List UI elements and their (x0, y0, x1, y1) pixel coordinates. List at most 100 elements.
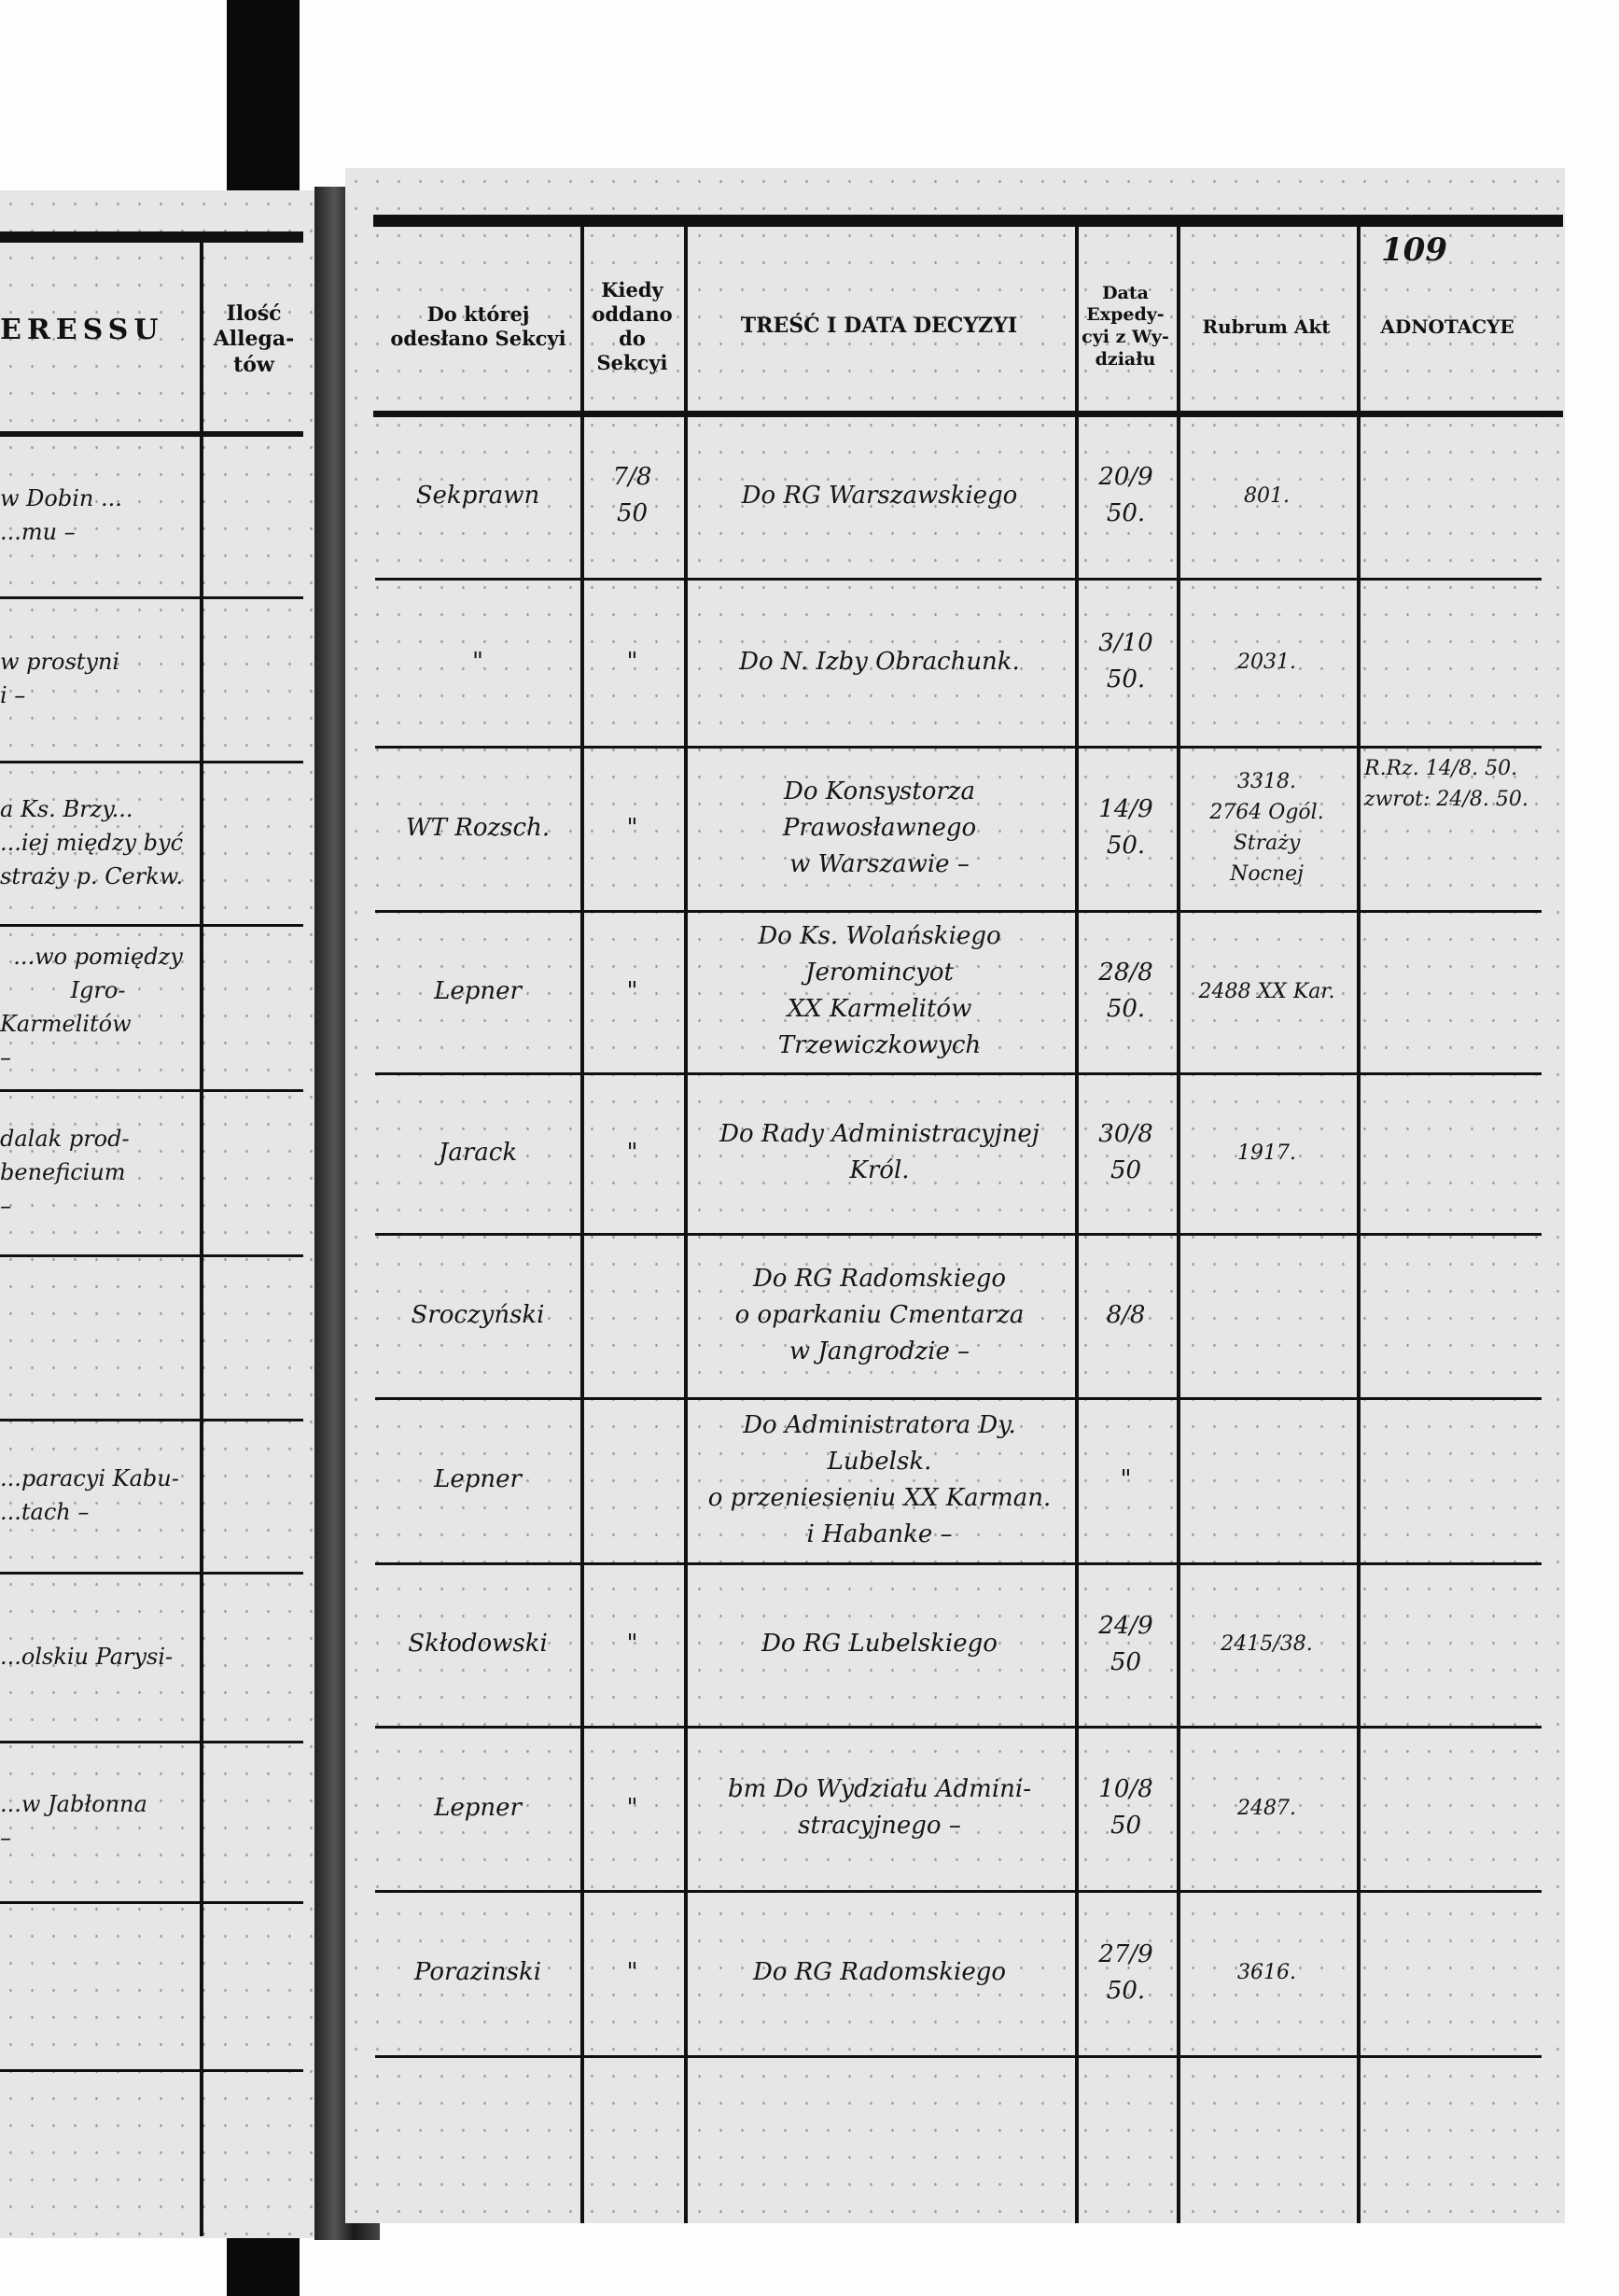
header-notes: ADNOTACYE (1380, 315, 1514, 338)
cell-expedition: " (1082, 1405, 1169, 1555)
rubrum-line: Straży (1233, 832, 1301, 855)
expedition-line: 50. (1106, 832, 1146, 860)
content-line: Do RG Radomskiego (752, 1264, 1007, 1293)
content-line: Do Ks. Wolańskiego Jeromincyot (758, 922, 1001, 987)
fragment-line: ...w Jabłonna (0, 1791, 147, 1817)
cell-content: Do RG Radomskiego (691, 1897, 1068, 2048)
section-text: Lepner (434, 976, 522, 1005)
content-line: stracyjnego – (798, 1812, 961, 1840)
rubrum-line: 2415/38. (1221, 1632, 1313, 1656)
fragment-line: ...olskiu Parysi- (0, 1643, 174, 1670)
cell-rubrum: 3616. (1184, 1897, 1349, 2048)
cell-section: Lepner (383, 1733, 573, 1883)
cell-content: Do RG Warszawskiego (691, 421, 1068, 570)
content-line: XX Karmelitów Trzewiczkowych (777, 995, 982, 1059)
fragment-line: Karmelitów (0, 1010, 132, 1037)
row-divider (0, 1254, 303, 1257)
left-page: ERESSU Ilość Allega- tów w Dobin ... ...m… (0, 190, 317, 2238)
row-divider (375, 1890, 1542, 1893)
expedition-line: 3/10 (1098, 629, 1153, 657)
rubrum-line: Nocnej (1230, 862, 1304, 886)
content-line: Do RG Lubelskiego (761, 1630, 998, 1658)
fragment-line: ...wo pomiędzy Igro- (13, 943, 183, 1003)
cell-expedition: 20/9 50. (1082, 421, 1169, 570)
row-divider (0, 2069, 303, 2072)
cell-content: Do Administratora Dy. Lubelsk. o przenies… (691, 1405, 1068, 1555)
expedition-line: 50 (1110, 1156, 1142, 1184)
date-given-line: " (626, 647, 638, 676)
notes-line: zwrot: 24/8. 50. (1364, 788, 1528, 811)
date-given-line: " (626, 813, 638, 842)
cell-expedition (1082, 2063, 1169, 2214)
right-page: 109 Do której odesłano Sekcyi Kiedy odda… (345, 168, 1565, 2223)
row-divider (375, 1233, 1542, 1236)
fragment-line: w prostyni (0, 649, 120, 675)
cell-section: Jarack (383, 1080, 573, 1225)
row-divider (0, 596, 303, 599)
cell-notes (1364, 421, 1532, 570)
fragment-line: straży p. Cerkw. (0, 862, 184, 889)
cell-date-given (588, 2063, 677, 2214)
film-strip-bottom (227, 2231, 300, 2296)
fragment-line: – (0, 1825, 11, 1851)
cell-notes (1364, 1733, 1532, 1883)
fragment-line: – (0, 1043, 11, 1071)
cell-section: Skłodowski (383, 1570, 573, 1718)
row-divider (375, 746, 1542, 749)
row-divider (375, 2055, 1542, 2058)
cell-section (383, 2063, 573, 2214)
cell-notes (1364, 1080, 1532, 1225)
cell-date-given: " (588, 753, 677, 903)
header-section: Do której odesłano Sekcyi (390, 301, 566, 350)
content-line: w Jangrodzie – (789, 1337, 970, 1365)
cell-rubrum: 801. (1184, 421, 1349, 570)
column-divider (1357, 220, 1361, 2223)
page-number: 109 (1381, 231, 1447, 269)
cell-section: Sroczyński (383, 1240, 573, 1390)
cell-notes (1364, 1570, 1532, 1718)
date-given-line: " (626, 976, 638, 1005)
left-fragment: ...olskiu Parysi- (0, 1579, 196, 1733)
header-rubrum: Rubrum Akt (1202, 315, 1331, 338)
film-strip-top (227, 0, 300, 196)
column-divider (684, 220, 688, 2223)
cell-rubrum (1184, 1405, 1349, 1555)
cell-section: Lepner (383, 917, 573, 1065)
left-fragment: a Ks. Brzy... ...iej między być straży p. … (0, 768, 196, 917)
cell-rubrum (1184, 1240, 1349, 1390)
content-line: w Warszawie – (789, 849, 970, 878)
content-line: Do Administratora Dy. Lubelsk. (743, 1410, 1016, 1476)
cell-content: Do N. Izby Obrachunk. (691, 585, 1068, 738)
expedition-line: 28/8 (1098, 959, 1153, 987)
section-text: Lepner (434, 1793, 522, 1822)
cell-date-given: " (588, 1570, 677, 1718)
row-divider (0, 1741, 303, 1743)
cell-rubrum: 1917. (1184, 1080, 1349, 1225)
section-text: Sroczyński (411, 1300, 545, 1329)
cell-notes (1364, 2063, 1532, 2214)
expedition-line: 50. (1106, 995, 1146, 1023)
cell-date-given: " (588, 917, 677, 1065)
cell-rubrum: 3318. 2764 Ogól. Straży Nocnej (1184, 753, 1349, 903)
cell-notes (1364, 1405, 1532, 1555)
cell-date-given: " (588, 1080, 677, 1225)
expedition-line: 14/9 (1098, 795, 1153, 823)
cell-content: bm Do Wydziału Admini-stracyjnego – (691, 1733, 1068, 1883)
content-line: bm Do Wydziału Admini- (728, 1775, 1031, 1803)
row-divider (0, 1089, 303, 1092)
rubrum-line: 801. (1244, 483, 1290, 508)
fragment-line: ...mu – (0, 518, 76, 545)
column-divider (580, 220, 584, 2223)
cell-section: " (383, 585, 573, 738)
row-divider (375, 1726, 1542, 1729)
expedition-line: 50 (1110, 1812, 1142, 1840)
cell-section: WT Rozsch. (383, 753, 573, 903)
header-content: TREŚĆ I DATA DECYZYI (740, 314, 1018, 339)
fragment-line: ...paracyi Kabu- (0, 1465, 179, 1491)
cell-date-given: " (588, 1897, 677, 2048)
expedition-line: 30/8 (1098, 1120, 1153, 1148)
left-fragment: ...wo pomiędzy Igro- Karmelitów – (0, 931, 196, 1082)
date-given-line: 50 (616, 499, 649, 527)
content-line: Do Konsystorza Prawosławnego (782, 777, 977, 842)
left-fragment: w Dobin ... ...mu – (0, 441, 196, 589)
